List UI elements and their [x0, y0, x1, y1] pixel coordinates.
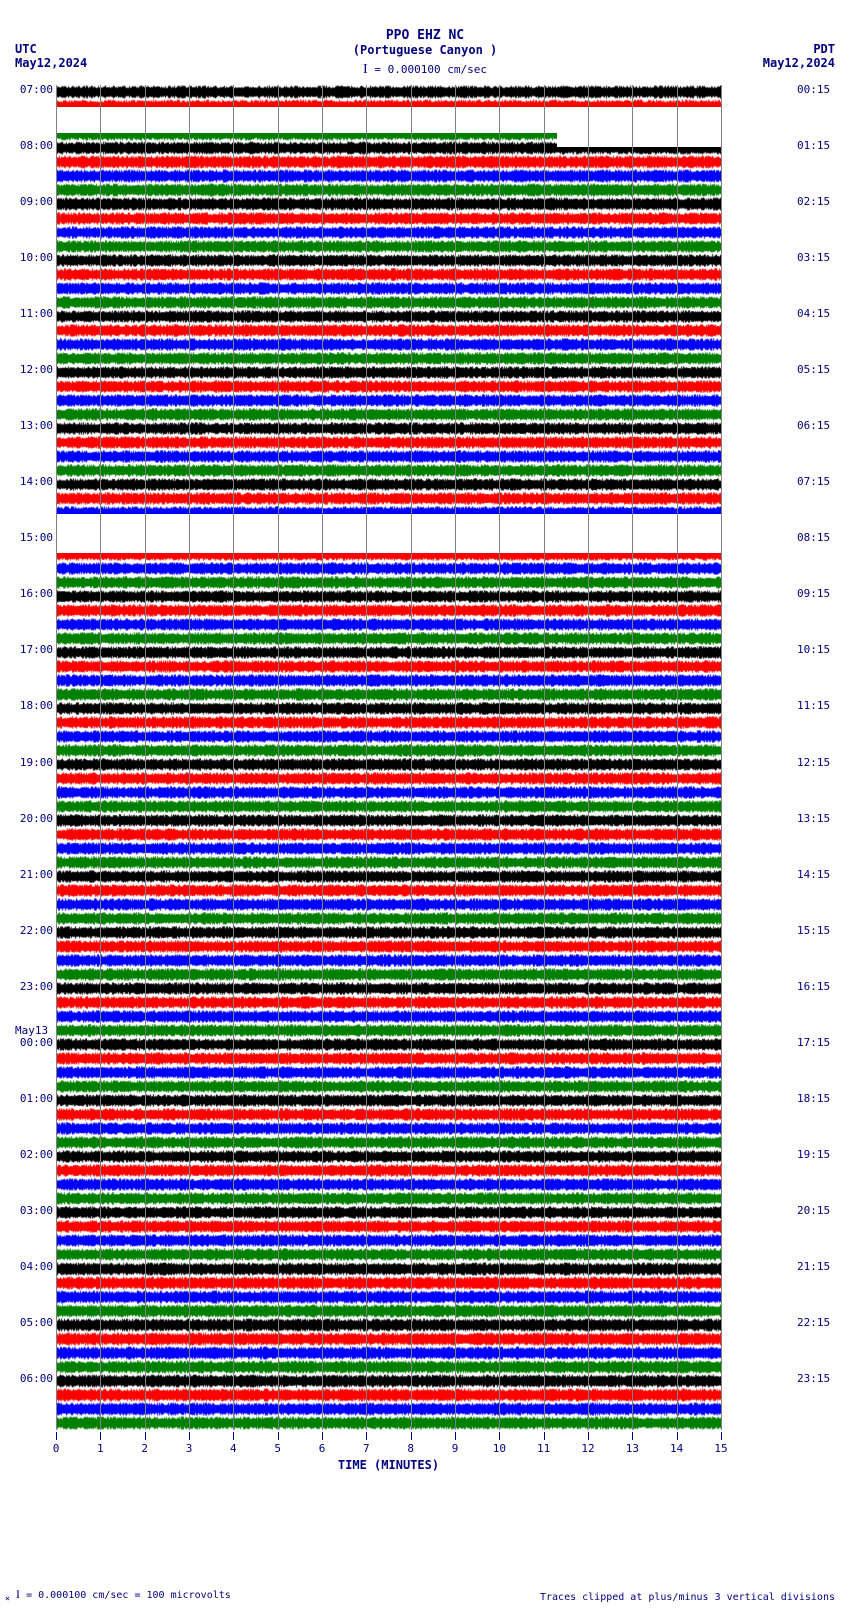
x-tick-label: 4: [230, 1442, 237, 1455]
left-timezone: UTC: [15, 42, 37, 56]
x-tick-label: 15: [714, 1442, 727, 1455]
right-hour-label: 23:15: [797, 1372, 835, 1385]
right-timezone: PDT: [813, 42, 835, 56]
left-hour-label: 16:00: [15, 587, 53, 600]
x-tick-label: 13: [626, 1442, 639, 1455]
right-hour-label: 10:15: [797, 643, 835, 656]
right-hour-label: 13:15: [797, 812, 835, 825]
right-hour-label: 17:15: [797, 1036, 835, 1049]
x-axis-title: TIME (MINUTES): [338, 1458, 439, 1472]
left-hour-label: 15:00: [15, 531, 53, 544]
right-hour-label: 14:15: [797, 868, 835, 881]
x-axis: TIME (MINUTES) 0123456789101112131415: [56, 1432, 721, 1462]
right-hour-label: 21:15: [797, 1260, 835, 1273]
left-hour-label: 23:00: [15, 980, 53, 993]
right-hour-label: 01:15: [797, 139, 835, 152]
x-tick-label: 0: [53, 1442, 60, 1455]
right-hour-label: 04:15: [797, 307, 835, 320]
scale-legend: I = 0.000100 cm/sec: [363, 62, 487, 78]
right-hour-label: 00:15: [797, 83, 835, 96]
left-hour-label: 03:00: [15, 1204, 53, 1217]
right-hour-label: 16:15: [797, 980, 835, 993]
left-hour-label: 13:00: [15, 419, 53, 432]
right-hour-label: 09:15: [797, 587, 835, 600]
left-hour-label: 17:00: [15, 643, 53, 656]
station-id: PPO EHZ NC: [0, 28, 850, 43]
right-hour-label: 07:15: [797, 475, 835, 488]
x-tick-label: 9: [452, 1442, 459, 1455]
footer-right: Traces clipped at plus/minus 3 vertical …: [540, 1592, 835, 1603]
right-hour-label: 06:15: [797, 419, 835, 432]
left-hour-label: 01:00: [15, 1092, 53, 1105]
x-tick-label: 8: [407, 1442, 414, 1455]
left-hour-label: 14:00: [15, 475, 53, 488]
left-hour-label: 06:00: [15, 1372, 53, 1385]
right-hour-label: 19:15: [797, 1148, 835, 1161]
seismic-trace: [56, 1416, 721, 1430]
station-location: (Portuguese Canyon ): [0, 43, 850, 57]
x-tick-label: 14: [670, 1442, 683, 1455]
right-date: May12,2024: [763, 56, 835, 70]
x-tick-label: 3: [186, 1442, 193, 1455]
left-hour-label: 07:00: [15, 83, 53, 96]
left-hour-label: 02:00: [15, 1148, 53, 1161]
left-hour-label: 11:00: [15, 307, 53, 320]
x-tick-label: 12: [581, 1442, 594, 1455]
left-hour-label: 20:00: [15, 812, 53, 825]
left-hour-label: 12:00: [15, 363, 53, 376]
right-hour-label: 11:15: [797, 699, 835, 712]
x-tick-label: 6: [319, 1442, 326, 1455]
right-hour-label: 18:15: [797, 1092, 835, 1105]
x-tick-label: 5: [274, 1442, 281, 1455]
right-hour-label: 22:15: [797, 1316, 835, 1329]
left-hour-label: 10:00: [15, 251, 53, 264]
left-hour-label: 00:00: [15, 1036, 53, 1049]
right-hour-label: 08:15: [797, 531, 835, 544]
left-date: May12,2024: [15, 56, 87, 70]
left-hour-label: 21:00: [15, 868, 53, 881]
left-hour-label: 05:00: [15, 1316, 53, 1329]
right-hour-label: 05:15: [797, 363, 835, 376]
x-tick-label: 2: [141, 1442, 148, 1455]
left-hour-label: 18:00: [15, 699, 53, 712]
right-hour-label: 12:15: [797, 756, 835, 769]
data-gap: [56, 528, 721, 553]
x-tick-label: 7: [363, 1442, 370, 1455]
footer-left: × I = 0.000100 cm/sec = 100 microvolts: [5, 1587, 231, 1603]
left-hour-label: 19:00: [15, 756, 53, 769]
seismogram-container: PPO EHZ NC (Portuguese Canyon ) I = 0.00…: [0, 0, 850, 1613]
data-gap: [557, 121, 721, 146]
right-hour-label: 03:15: [797, 251, 835, 264]
right-hour-label: 20:15: [797, 1204, 835, 1217]
right-hour-label: 02:15: [797, 195, 835, 208]
right-hour-label: 15:15: [797, 924, 835, 937]
x-tick-label: 10: [493, 1442, 506, 1455]
x-tick-label: 11: [537, 1442, 550, 1455]
left-hour-label: 08:00: [15, 139, 53, 152]
left-hour-label: 04:00: [15, 1260, 53, 1273]
left-hour-label: 22:00: [15, 924, 53, 937]
x-tick-label: 1: [97, 1442, 104, 1455]
plot-area: [56, 85, 721, 1430]
header: PPO EHZ NC (Portuguese Canyon ): [0, 28, 850, 57]
left-hour-label: 09:00: [15, 195, 53, 208]
